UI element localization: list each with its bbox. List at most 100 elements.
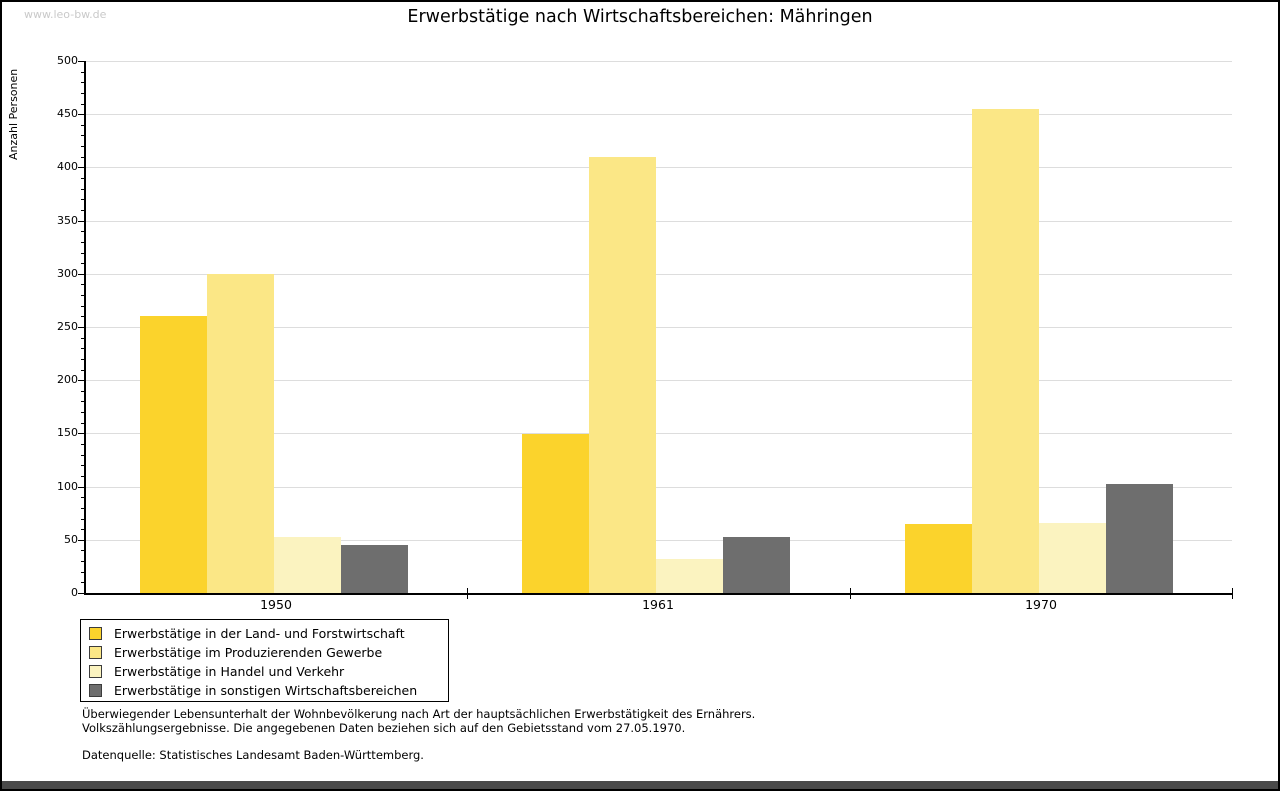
- bar: [1039, 523, 1106, 593]
- y-minor-tick: [81, 263, 85, 264]
- y-major-tick: [78, 327, 85, 328]
- y-minor-tick: [81, 178, 85, 179]
- y-tick-label: 400: [57, 160, 78, 173]
- y-minor-tick: [81, 401, 85, 402]
- y-minor-tick: [81, 135, 85, 136]
- bar: [656, 559, 723, 593]
- legend-label: Erwerbstätige in sonstigen Wirtschaftsbe…: [114, 683, 418, 698]
- gridline: [85, 61, 1232, 62]
- bar: [723, 537, 790, 593]
- legend-label: Erwerbstätige in Handel und Verkehr: [114, 664, 345, 679]
- y-minor-tick: [81, 231, 85, 232]
- legend-item: Erwerbstätige im Produzierenden Gewerbe: [81, 643, 448, 662]
- bar: [140, 316, 207, 593]
- y-major-tick: [78, 221, 85, 222]
- y-minor-tick: [81, 189, 85, 190]
- y-minor-tick: [81, 348, 85, 349]
- y-minor-tick: [81, 572, 85, 573]
- footnote-line-2: Volkszählungsergebnisse. Die angegebenen…: [82, 721, 686, 735]
- y-tick-label: 300: [57, 267, 78, 280]
- footnotes: Überwiegender Lebensunterhalt der Wohnbe…: [82, 707, 755, 762]
- y-minor-tick: [81, 72, 85, 73]
- y-minor-tick: [81, 146, 85, 147]
- bar: [905, 524, 972, 593]
- gridline: [85, 167, 1232, 168]
- legend-item: Erwerbstätige in der Land- und Forstwirt…: [81, 624, 448, 643]
- x-boundary-tick: [1232, 588, 1233, 599]
- y-major-tick: [78, 167, 85, 168]
- legend-label: Erwerbstätige im Produzierenden Gewerbe: [114, 645, 383, 660]
- legend-item: Erwerbstätige in sonstigen Wirtschaftsbe…: [81, 681, 448, 700]
- y-minor-tick: [81, 359, 85, 360]
- y-minor-tick: [81, 82, 85, 83]
- gridline: [85, 114, 1232, 115]
- legend-swatch: [89, 646, 102, 659]
- y-minor-tick: [81, 423, 85, 424]
- gridline: [85, 380, 1232, 381]
- y-major-tick: [78, 114, 85, 115]
- legend-swatch: [89, 627, 102, 640]
- y-tick-label: 350: [57, 214, 78, 227]
- y-minor-tick: [81, 306, 85, 307]
- gridline: [85, 487, 1232, 488]
- legend-label: Erwerbstätige in der Land- und Forstwirt…: [114, 626, 405, 641]
- y-minor-tick: [81, 465, 85, 466]
- y-minor-tick: [81, 210, 85, 211]
- y-tick-label: 100: [57, 480, 78, 493]
- y-tick-label: 150: [57, 426, 78, 439]
- bar: [274, 537, 341, 593]
- gridline: [85, 274, 1232, 275]
- y-minor-tick: [81, 412, 85, 413]
- y-tick-label: 250: [57, 320, 78, 333]
- y-major-tick: [78, 380, 85, 381]
- y-minor-tick: [81, 391, 85, 392]
- legend-swatch: [89, 665, 102, 678]
- source-line: Datenquelle: Statistisches Landesamt Bad…: [82, 748, 424, 762]
- bar: [522, 434, 589, 593]
- gridline: [85, 433, 1232, 434]
- y-minor-tick: [81, 497, 85, 498]
- y-tick-label: 500: [57, 54, 78, 67]
- y-major-tick: [78, 274, 85, 275]
- bar: [341, 545, 408, 593]
- legend: Erwerbstätige in der Land- und Forstwirt…: [80, 619, 449, 702]
- y-axis-line: [84, 61, 86, 594]
- y-minor-tick: [81, 508, 85, 509]
- y-major-tick: [78, 540, 85, 541]
- x-category-label: 1961: [642, 597, 674, 612]
- y-major-tick: [78, 433, 85, 434]
- gridline: [85, 540, 1232, 541]
- y-minor-tick: [81, 242, 85, 243]
- y-minor-tick: [81, 157, 85, 158]
- y-tick-label: 200: [57, 373, 78, 386]
- y-minor-tick: [81, 295, 85, 296]
- x-category-label: 1970: [1025, 597, 1057, 612]
- y-minor-tick: [81, 284, 85, 285]
- x-axis-line: [84, 593, 1232, 595]
- y-minor-tick: [81, 582, 85, 583]
- y-minor-tick: [81, 93, 85, 94]
- legend-item: Erwerbstätige in Handel und Verkehr: [81, 662, 448, 681]
- watermark-url: www.leo-bw.de: [24, 8, 107, 21]
- y-minor-tick: [81, 444, 85, 445]
- y-minor-tick: [81, 561, 85, 562]
- y-major-tick: [78, 487, 85, 488]
- bar: [589, 157, 656, 593]
- y-minor-tick: [81, 338, 85, 339]
- y-tick-label: 450: [57, 107, 78, 120]
- y-minor-tick: [81, 476, 85, 477]
- bottom-border-bar: [2, 781, 1278, 789]
- y-tick-label: 0: [71, 586, 78, 599]
- y-minor-tick: [81, 550, 85, 551]
- y-minor-tick: [81, 253, 85, 254]
- y-major-tick: [78, 593, 85, 594]
- gridline: [85, 327, 1232, 328]
- footnote-line-1: Überwiegender Lebensunterhalt der Wohnbe…: [82, 707, 756, 721]
- chart-title: Erwerbstätige nach Wirtschaftsbereichen:…: [407, 7, 873, 27]
- y-minor-tick: [81, 199, 85, 200]
- bar: [972, 109, 1039, 593]
- y-minor-tick: [81, 455, 85, 456]
- y-minor-tick: [81, 529, 85, 530]
